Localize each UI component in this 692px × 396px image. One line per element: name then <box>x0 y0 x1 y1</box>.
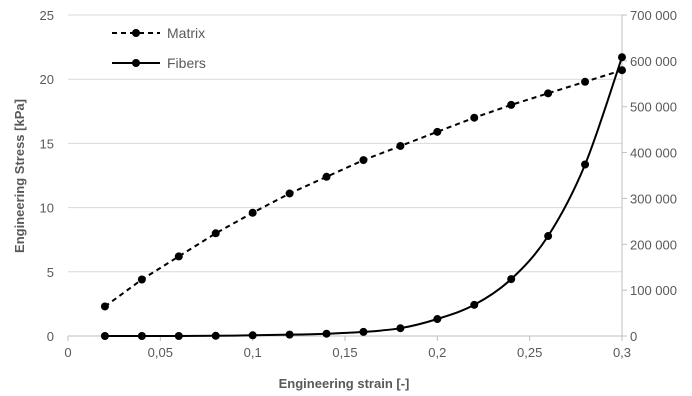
data-point-matrix <box>211 229 220 238</box>
data-point-fibers <box>211 331 220 340</box>
data-point-matrix <box>581 77 590 86</box>
data-point-fibers <box>174 332 183 340</box>
data-point-matrix <box>470 113 479 122</box>
data-point-matrix <box>433 127 442 136</box>
x-tick-label: 0 <box>64 345 71 360</box>
x-tick-label: 0,1 <box>244 345 262 360</box>
y-left-tick-label: 5 <box>47 265 54 280</box>
y-left-tick-label: 0 <box>47 329 54 344</box>
y-left-tick-label: 20 <box>40 72 54 87</box>
y-right-tick-label: 500 000 <box>630 100 677 115</box>
legend-label-matrix: Matrix <box>167 25 205 41</box>
data-point-fibers <box>618 53 626 62</box>
series <box>100 53 626 340</box>
data-point-fibers <box>396 324 405 333</box>
series-line-fibers <box>104 56 623 337</box>
y-right-tick-label: 400 000 <box>630 146 677 161</box>
y-left-tick-label: 10 <box>40 201 54 216</box>
data-point-matrix <box>359 156 368 165</box>
x-tick-label: 0,15 <box>332 345 357 360</box>
y-right-tick-label: 300 000 <box>630 191 677 206</box>
data-point-matrix <box>285 189 294 198</box>
legend-label-fibers: Fibers <box>167 55 206 71</box>
data-point-matrix <box>100 302 109 311</box>
data-point-fibers <box>470 300 479 309</box>
data-point-matrix <box>174 252 183 261</box>
data-point-fibers <box>359 327 368 336</box>
y-right-tick-label: 100 000 <box>630 283 677 298</box>
data-point-matrix <box>507 100 516 109</box>
y-right-tick-label: 600 000 <box>630 54 677 69</box>
data-point-matrix <box>618 66 626 75</box>
legend-marker-fibers <box>132 59 140 67</box>
data-point-fibers <box>433 315 442 324</box>
y-left-tick-label: 25 <box>40 8 54 23</box>
data-point-fibers <box>581 160 590 169</box>
x-tick-label: 0,3 <box>613 345 631 360</box>
data-point-matrix <box>322 172 331 181</box>
gridlines <box>68 14 622 273</box>
y-right-tick-label: 200 000 <box>630 237 677 252</box>
data-point-matrix <box>248 208 257 217</box>
y-right-tick-label: 0 <box>630 329 637 344</box>
data-point-fibers <box>248 331 257 340</box>
data-point-fibers <box>100 332 109 340</box>
data-point-fibers <box>137 332 146 340</box>
x-axis-title: Engineering strain [-] <box>279 376 410 391</box>
x-tick-label: 0,2 <box>428 345 446 360</box>
x-tick-label: 0,25 <box>517 345 542 360</box>
data-point-fibers <box>285 330 294 339</box>
data-point-matrix <box>396 141 405 150</box>
x-tick-label: 0,05 <box>148 345 173 360</box>
y-axis-title-left: Engineering Stress [kPa] <box>12 99 27 253</box>
y-right-tick-label: 700 000 <box>630 8 677 23</box>
legend: Matrix Fibers <box>112 25 206 71</box>
data-point-matrix <box>137 275 146 284</box>
data-point-matrix <box>544 89 553 98</box>
data-point-fibers <box>544 232 553 241</box>
series-line-matrix <box>104 69 623 308</box>
data-point-fibers <box>507 275 516 284</box>
y-left-tick-label: 15 <box>40 136 54 151</box>
legend-marker-matrix <box>132 29 140 37</box>
data-point-fibers <box>322 329 331 338</box>
